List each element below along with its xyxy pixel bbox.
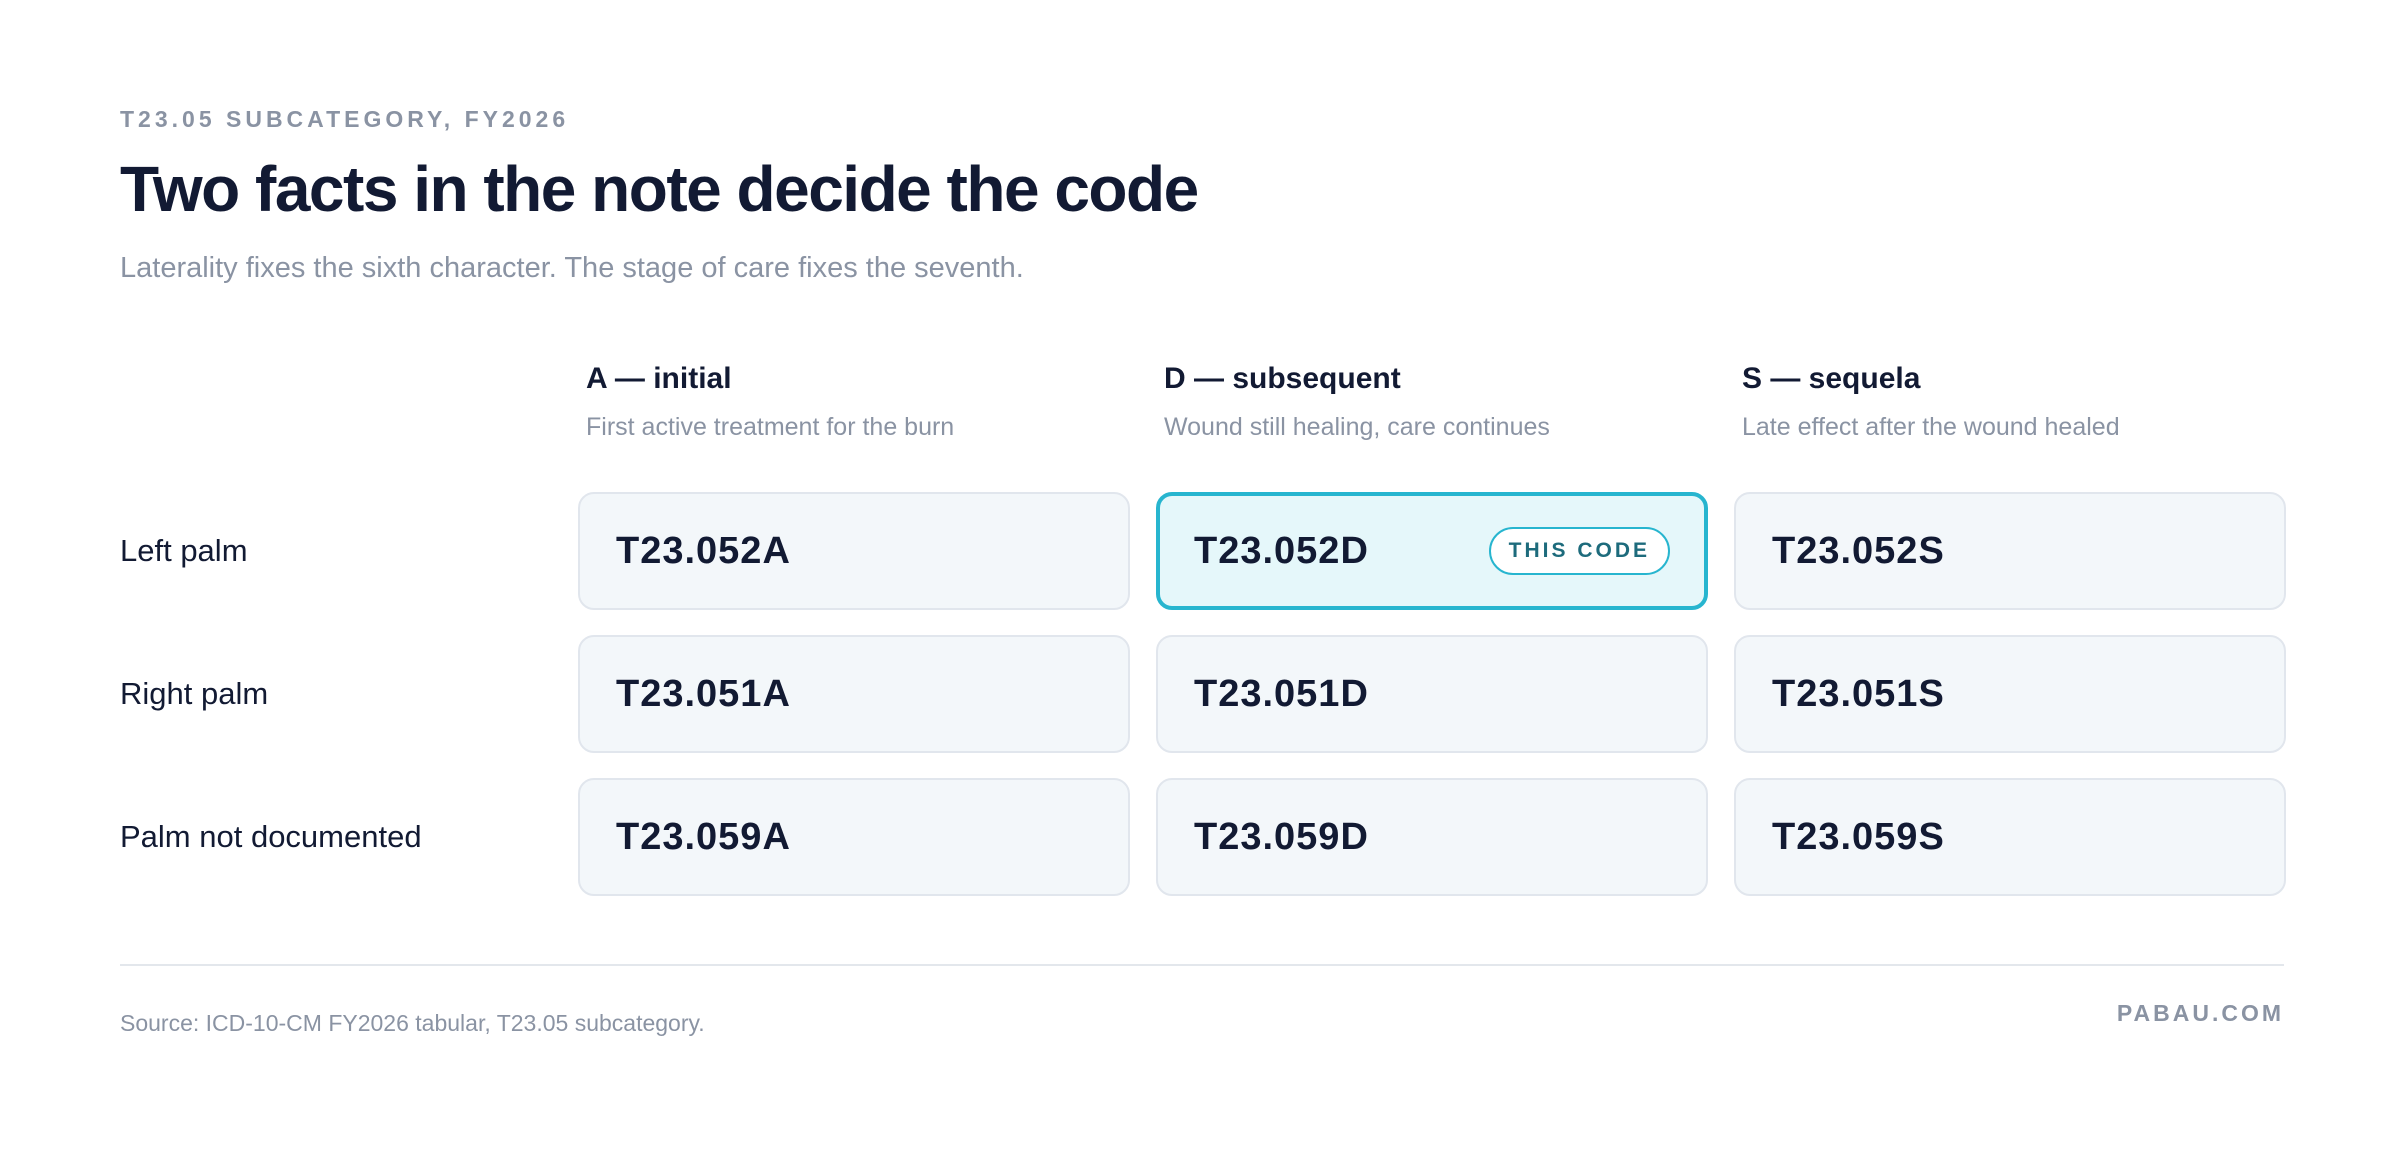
code-value: T23.059A (616, 816, 791, 858)
eyebrow-label: T23.05 SUBCATEGORY, FY2026 (120, 106, 570, 132)
column-title: S — sequela (1742, 362, 1921, 395)
page-subtitle: Laterality fixes the sixth character. Th… (120, 252, 1024, 284)
row-label-palm-not-documented: Palm not documented (120, 819, 422, 854)
source-note: Source: ICD-10-CM FY2026 tabular, T23.05… (120, 1010, 705, 1036)
column-description: First active treatment for the burn (586, 413, 955, 441)
code-value: T23.052D (1194, 530, 1369, 572)
code-cell-t23-051a[interactable]: T23.051A (578, 635, 1130, 753)
column-title: A — initial (586, 362, 732, 395)
code-cell-t23-051d[interactable]: T23.051D (1156, 635, 1708, 753)
column-title: D — subsequent (1164, 362, 1401, 395)
row-label-left-palm: Left palm (120, 533, 248, 568)
code-value: T23.052S (1772, 530, 1945, 572)
code-value: T23.052A (616, 530, 791, 572)
code-cell-t23-059a[interactable]: T23.059A (578, 778, 1130, 896)
code-cell-t23-051s[interactable]: T23.051S (1734, 635, 2286, 753)
code-value: T23.051D (1194, 673, 1369, 715)
column-header-subsequent: D — subsequent Wound still healing, care… (1164, 362, 1704, 442)
this-code-badge: THIS CODE (1488, 527, 1670, 575)
code-value: T23.059D (1194, 816, 1369, 858)
code-cell-t23-059s[interactable]: T23.059S (1734, 778, 2286, 896)
code-cell-t23-059d[interactable]: T23.059D (1156, 778, 1708, 896)
page-title: Two facts in the note decide the code (120, 153, 1199, 225)
column-description: Wound still healing, care continues (1164, 413, 1550, 441)
row-label-right-palm: Right palm (120, 676, 269, 711)
code-matrix-card: T23.05 SUBCATEGORY, FY2026 Two facts in … (120, 0, 2286, 1160)
code-value: T23.051A (616, 673, 791, 715)
code-value: T23.059S (1772, 816, 1945, 858)
column-header-initial: A — initial First active treatment for t… (586, 362, 1126, 442)
brand-link[interactable]: PABAU.COM (2116, 1000, 2284, 1026)
code-cell-t23-052d-selected[interactable]: T23.052D THIS CODE (1156, 492, 1708, 610)
code-cell-t23-052a[interactable]: T23.052A (578, 492, 1130, 610)
code-cell-t23-052s[interactable]: T23.052S (1734, 492, 2286, 610)
column-description: Late effect after the wound healed (1742, 413, 2120, 441)
code-value: T23.051S (1772, 673, 1945, 715)
footer-divider (120, 964, 2284, 966)
column-header-sequela: S — sequela Late effect after the wound … (1742, 362, 2282, 442)
